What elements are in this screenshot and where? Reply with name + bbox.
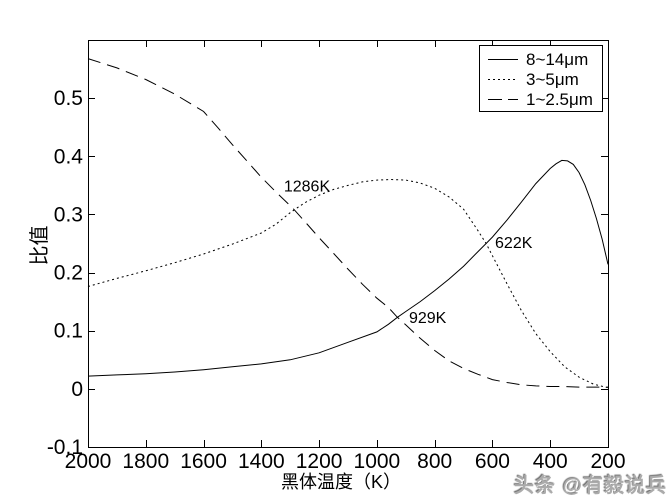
legend-box: [479, 45, 603, 112]
series-line-0-solid: [87, 159, 609, 377]
x-tick-label: 400: [533, 450, 568, 473]
y-axis-label: 比值: [28, 226, 51, 266]
y-axis: -0.1 0 0.1 0.2 0.3 0.4 0.5: [47, 87, 608, 459]
annotation-label: 929K: [409, 310, 447, 327]
legend-label: 8~14μm: [526, 50, 588, 69]
watermark-text: 头条 @有毅说兵: [513, 475, 667, 497]
x-tick-label: 600: [475, 450, 510, 473]
series-line-1-dotted: [87, 178, 609, 389]
series-line-2-dashed: [87, 58, 608, 388]
x-tick-label: 200: [590, 450, 625, 473]
y-tick-label: 0.3: [54, 203, 83, 226]
axes-frame: [88, 40, 609, 448]
x-axis: 2000 1800 1600 1400 1200 1000 800 600 400 200: [65, 40, 626, 473]
x-tick-label: 1600: [180, 450, 227, 473]
legend-label: 3~5μm: [526, 70, 579, 89]
annotation-label: 1286K: [284, 178, 331, 195]
y-tick-label: 0: [71, 378, 83, 401]
annotation-label: 622K: [495, 235, 533, 252]
legend-label: 1~2.5μm: [526, 90, 593, 109]
y-tick-label: 0.5: [54, 87, 83, 110]
y-tick-label: 0.2: [54, 262, 83, 285]
y-tick-label: 0.1: [54, 320, 83, 343]
y-tick-label: 0.4: [54, 145, 84, 168]
x-tick-label: 1000: [354, 450, 401, 473]
y-tick-label: -0.1: [47, 436, 83, 459]
annotations: 1286K 929K 622K: [284, 178, 533, 326]
x-axis-label: 黑体温度（K）: [281, 472, 401, 492]
x-tick-label: 1400: [238, 450, 285, 473]
x-tick-label: 1200: [296, 450, 343, 473]
x-tick-label: 1800: [122, 450, 169, 473]
x-tick-label: 800: [417, 450, 452, 473]
x-tick-label: 2000: [65, 450, 112, 473]
